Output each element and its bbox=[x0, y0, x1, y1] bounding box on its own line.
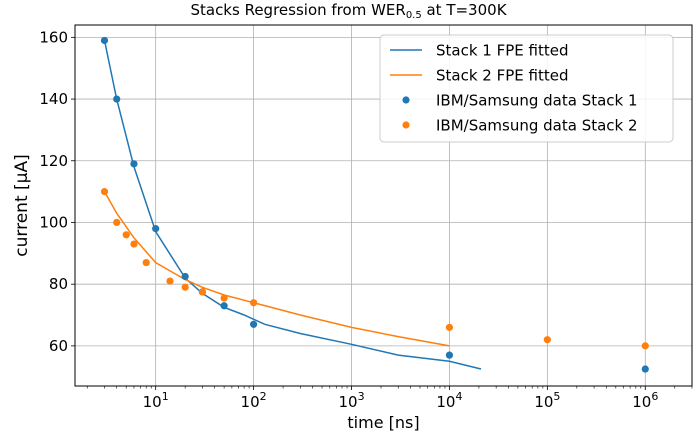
data-point bbox=[181, 283, 189, 291]
data-point bbox=[445, 351, 454, 359]
data-point bbox=[641, 342, 649, 350]
x-tick-label: 103 bbox=[338, 390, 364, 411]
data-point bbox=[166, 277, 174, 285]
series-line bbox=[103, 191, 450, 347]
data-point bbox=[122, 231, 130, 239]
y-tick-label: 140 bbox=[39, 90, 68, 108]
data-point bbox=[113, 218, 121, 227]
legend-box bbox=[379, 34, 674, 143]
data-point bbox=[445, 323, 454, 331]
y-axis-label: current [μA] bbox=[12, 154, 32, 256]
y-tick-label: 100 bbox=[39, 213, 68, 231]
plot-frame bbox=[74, 24, 693, 387]
y-tick-label: 60 bbox=[49, 337, 68, 355]
data-point bbox=[130, 240, 138, 248]
data-point bbox=[100, 188, 109, 196]
data-point bbox=[543, 336, 551, 344]
data-point bbox=[113, 95, 121, 103]
x-tick-label: 101 bbox=[143, 390, 169, 411]
chart-title: Stacks Regression from WER0.5 at T=300K bbox=[0, 1, 697, 21]
y-tick-label: 120 bbox=[39, 152, 68, 170]
y-tick-label: 80 bbox=[49, 275, 68, 293]
data-point bbox=[641, 365, 649, 373]
x-tick-label: 105 bbox=[534, 390, 560, 411]
data-point bbox=[220, 302, 228, 310]
data-point bbox=[181, 272, 189, 281]
legend-marker-swatch bbox=[402, 121, 410, 129]
legend-marker-swatch bbox=[402, 96, 410, 104]
chart-title-tail: at T=300K bbox=[421, 1, 507, 19]
data-point bbox=[152, 225, 160, 233]
x-tick-label: 104 bbox=[436, 390, 462, 411]
legend-label: IBM/Samsung data Stack 1 bbox=[436, 92, 638, 110]
legend-label: Stack 2 FPE fitted bbox=[436, 67, 569, 85]
legend-label: IBM/Samsung data Stack 2 bbox=[436, 117, 638, 135]
data-point bbox=[198, 288, 206, 296]
x-tick-label: 102 bbox=[241, 390, 267, 411]
data-point bbox=[130, 160, 138, 168]
x-axis-label: time [ns] bbox=[347, 413, 419, 432]
data-point bbox=[249, 320, 258, 328]
series-line bbox=[103, 40, 482, 370]
data-point bbox=[249, 299, 258, 307]
data-point bbox=[220, 294, 228, 302]
x-tick-label: 106 bbox=[632, 390, 658, 411]
chart-title-main: Stacks Regression from WER bbox=[190, 1, 406, 19]
data-point bbox=[142, 258, 150, 267]
y-tick-label: 160 bbox=[39, 28, 68, 46]
legend-label: Stack 1 FPE fitted bbox=[436, 42, 569, 60]
chart-title-subscript: 0.5 bbox=[405, 10, 422, 21]
data-point bbox=[100, 36, 109, 45]
